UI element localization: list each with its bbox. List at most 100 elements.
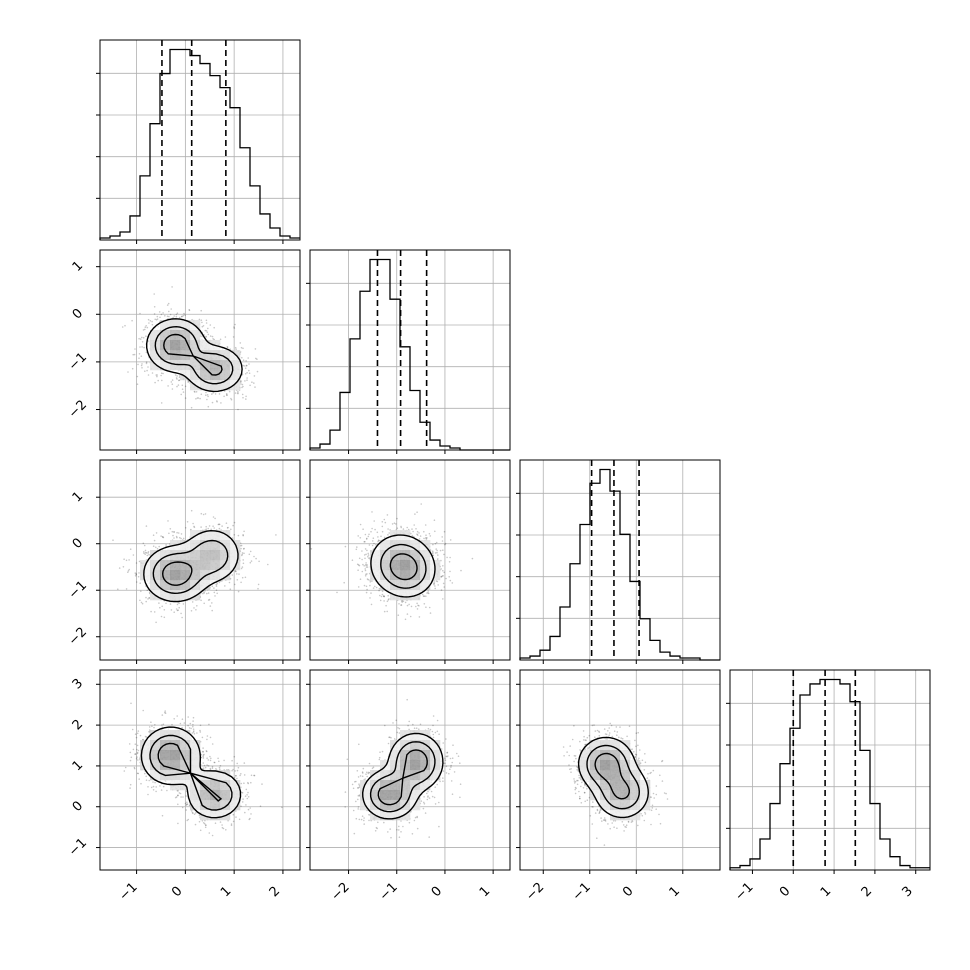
scatter-point <box>371 540 374 542</box>
scatter-panel-1-2 <box>306 459 511 664</box>
scatter-point <box>129 548 132 550</box>
scatter-point <box>190 509 193 512</box>
scatter-point <box>425 537 428 540</box>
contour-level-1 <box>152 539 229 595</box>
scatter-point <box>155 318 158 321</box>
scatter-point <box>344 545 347 548</box>
scatter-point <box>127 570 130 572</box>
scatter-point <box>146 589 149 592</box>
scatter-point <box>436 549 438 552</box>
scatter-point <box>421 593 424 596</box>
hist-panel-2 <box>516 459 721 664</box>
scatter-point <box>216 592 218 595</box>
scatter-point <box>400 604 402 606</box>
scatter-point <box>144 370 146 373</box>
panel-frame <box>99 459 301 661</box>
scatter-point <box>190 528 192 531</box>
scatter-point <box>202 767 205 769</box>
scatter-point <box>387 598 390 600</box>
scatter-point <box>200 393 203 396</box>
scatter-point <box>223 395 225 398</box>
scatter-point <box>160 535 162 537</box>
scatter-point <box>158 602 160 604</box>
scatter-point <box>238 573 240 575</box>
scatter-point <box>255 357 257 360</box>
scatter-point <box>227 526 229 529</box>
scatter-point <box>233 777 236 779</box>
scatter-point <box>145 351 148 354</box>
scatter-point <box>135 562 138 564</box>
scatter-point <box>168 315 170 318</box>
scatter-point <box>205 528 207 530</box>
scatter-point <box>368 533 370 536</box>
scatter-point <box>443 586 446 588</box>
scatter-point <box>247 796 250 798</box>
panel-frame <box>729 669 931 871</box>
scatter-point <box>418 532 420 534</box>
scatter-point <box>216 401 218 403</box>
scatter-point <box>433 583 435 586</box>
scatter-point <box>151 320 153 323</box>
scatter-point <box>418 538 421 540</box>
scatter-point <box>404 618 407 621</box>
scatter-point <box>214 393 217 395</box>
scatter-point <box>224 585 226 587</box>
scatter-point <box>444 543 446 546</box>
scatter-point <box>181 315 183 318</box>
scatter-point <box>237 590 240 593</box>
scatter-point <box>209 736 212 739</box>
scatter-point <box>205 319 208 322</box>
scatter-point <box>355 548 358 551</box>
scatter-point <box>164 712 167 714</box>
scatter-point <box>233 521 236 524</box>
panel-content <box>310 460 510 660</box>
scatter-point <box>249 561 252 564</box>
scatter-point <box>162 536 165 539</box>
scatter-point <box>142 329 145 331</box>
scatter-point <box>180 612 182 615</box>
scatter-point <box>358 564 361 567</box>
hist-panel-1 <box>306 249 511 454</box>
scatter-point <box>197 397 200 399</box>
scatter-point <box>370 592 372 594</box>
scatter-point <box>426 592 428 594</box>
scatter-point <box>242 385 244 388</box>
scatter-point <box>205 525 207 528</box>
scatter-point <box>193 526 196 529</box>
scatter-point <box>247 781 249 784</box>
scatter-point <box>248 553 251 556</box>
scatter-point <box>237 534 240 537</box>
scatter-point <box>234 323 236 326</box>
scatter-point <box>180 533 183 535</box>
scatter-point <box>441 575 444 577</box>
scatter-point <box>182 537 185 540</box>
scatter-point <box>167 520 169 522</box>
scatter-panel-0-2: −2−101 <box>66 459 301 664</box>
scatter-point <box>147 318 150 321</box>
y-tick-label: 0 <box>70 535 86 551</box>
scatter-point <box>367 535 370 538</box>
scatter-point <box>365 562 367 564</box>
scatter-point <box>246 371 248 374</box>
scatter-point <box>242 559 244 561</box>
scatter-point <box>440 568 443 570</box>
scatter-point <box>128 743 131 745</box>
scatter-point <box>158 545 160 548</box>
scatter-point <box>158 311 161 313</box>
scatter-point <box>242 562 245 565</box>
scatter-point <box>371 511 373 513</box>
scatter-point <box>401 601 404 603</box>
scatter-point <box>203 764 206 767</box>
scatter-point <box>240 581 242 584</box>
scatter-point <box>147 374 150 376</box>
scatter-point <box>174 374 177 376</box>
scatter-point <box>388 532 391 534</box>
scatter-point <box>237 390 239 393</box>
scatter-point <box>231 537 234 539</box>
scatter-point <box>234 392 237 394</box>
scatter-point <box>149 320 152 322</box>
scatter-point <box>177 602 180 604</box>
scatter-point <box>193 607 195 609</box>
scatter-point <box>435 580 438 582</box>
scatter-point <box>401 600 403 602</box>
